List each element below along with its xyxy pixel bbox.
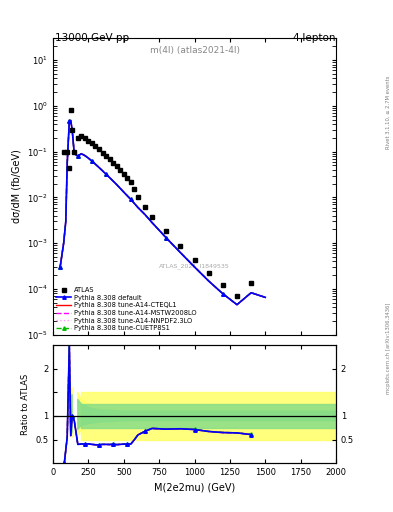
X-axis label: M(2e2mu) (GeV): M(2e2mu) (GeV) (154, 483, 235, 493)
Y-axis label: Ratio to ATLAS: Ratio to ATLAS (20, 374, 29, 435)
Text: ATLAS_2021_I1849535: ATLAS_2021_I1849535 (159, 264, 230, 269)
Text: 4-lepton: 4-lepton (292, 33, 336, 44)
Legend: ATLAS, Pythia 8.308 default, Pythia 8.308 tune-A14-CTEQL1, Pythia 8.308 tune-A14: ATLAS, Pythia 8.308 default, Pythia 8.30… (56, 287, 196, 331)
Text: Rivet 3.1.10, ≥ 2.7M events: Rivet 3.1.10, ≥ 2.7M events (386, 76, 391, 150)
Text: 13000 GeV pp: 13000 GeV pp (55, 33, 129, 44)
Text: mcplots.cern.ch [arXiv:1306.3436]: mcplots.cern.ch [arXiv:1306.3436] (386, 303, 391, 394)
Text: m(4l) (atlas2021-4l): m(4l) (atlas2021-4l) (149, 46, 240, 55)
Y-axis label: dσ/dM (fb/GeV): dσ/dM (fb/GeV) (11, 150, 22, 223)
